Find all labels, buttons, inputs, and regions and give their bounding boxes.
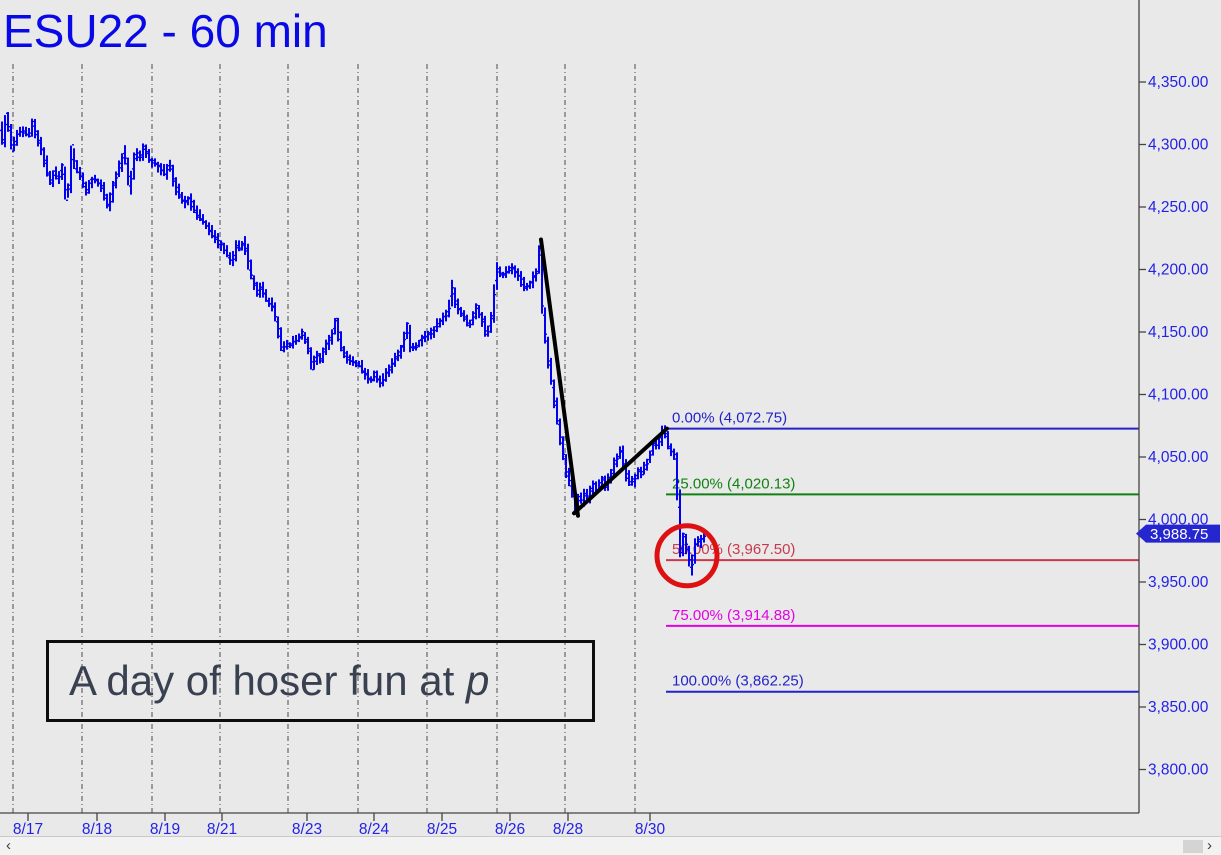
fib-label-100.00%: 100.00% (3,862.25) xyxy=(672,673,804,690)
highlight-circle-annotation[interactable] xyxy=(654,523,720,589)
y-tick-label: 4,250.00 xyxy=(1148,199,1209,216)
annotation-text: A day of hoser fun at xyxy=(69,657,466,704)
fib-label-50.00%: 50.00% (3,967.50) xyxy=(672,541,795,558)
y-tick-label: 4,300.00 xyxy=(1148,137,1209,154)
x-tick-label: 8/19 xyxy=(150,821,180,838)
price-bars xyxy=(0,112,706,576)
y-tick-label: 4,200.00 xyxy=(1148,262,1209,279)
fib-retracement[interactable]: 0.00% (4,072.75) 25.00% (4,020.13) 50.00% … xyxy=(666,410,1139,693)
y-tick-label: 4,000.00 xyxy=(1148,512,1209,529)
highlight[interactable] xyxy=(654,523,720,589)
x-axis-labels: 8/17 8/18 8/19 8/21 8/23 8/24 8/25 8/26 8/28 8/30 xyxy=(13,813,666,838)
scrollbar-thumb[interactable] xyxy=(1183,840,1203,853)
y-tick-label: 4,150.00 xyxy=(1148,324,1209,341)
y-tick-label: 4,050.00 xyxy=(1148,449,1209,466)
gridlines xyxy=(12,64,636,813)
x-tick-label: 8/25 xyxy=(427,821,457,838)
trendline[interactable] xyxy=(572,426,669,516)
last-price-tag: 3,988.75 xyxy=(1136,524,1220,543)
price-tag-flag xyxy=(1136,524,1220,543)
x-tick-label: 8/17 xyxy=(13,821,43,838)
y-tick-label: 4,350.00 xyxy=(1148,74,1209,91)
trendline[interactable] xyxy=(539,237,580,518)
price-tag-label: 3,988.75 xyxy=(1150,526,1208,543)
x-tick-label: 8/21 xyxy=(207,821,237,838)
y-tick-label: 4,100.00 xyxy=(1148,387,1209,404)
x-tick-label: 8/18 xyxy=(82,821,112,838)
annotation-text-box[interactable]: A day of hoser fun at p xyxy=(46,640,595,722)
y-tick-label: 3,900.00 xyxy=(1148,637,1209,654)
fib-label-0.00%: 0.00% (4,072.75) xyxy=(672,410,787,427)
y-tick-label: 3,850.00 xyxy=(1148,699,1209,716)
annotation-emphasis: p xyxy=(465,657,490,704)
y-axis-labels: 4,350.00 4,300.00 4,250.00 4,200.00 4,150.00… xyxy=(1139,74,1209,779)
scroll-right-icon[interactable]: › xyxy=(1207,837,1212,854)
trendlines[interactable] xyxy=(539,237,669,518)
fib-label-75.00%: 75.00% (3,914.88) xyxy=(672,607,795,624)
x-tick-label: 8/30 xyxy=(635,821,666,838)
y-tick-label: 3,800.00 xyxy=(1148,762,1209,779)
x-tick-label: 8/23 xyxy=(292,821,322,838)
chart-title: ESU22 - 60 min xyxy=(3,5,328,57)
fib-label-25.00%: 25.00% (4,020.13) xyxy=(672,475,795,492)
horizontal-scrollbar[interactable]: ‹ › xyxy=(0,836,1221,855)
x-tick-label: 8/24 xyxy=(359,821,390,838)
x-tick-label: 8/28 xyxy=(553,821,583,838)
x-tick-label: 8/26 xyxy=(495,821,525,838)
scroll-left-icon[interactable]: ‹ xyxy=(6,837,11,854)
axes xyxy=(0,0,1140,814)
y-tick-label: 3,950.00 xyxy=(1148,574,1209,591)
